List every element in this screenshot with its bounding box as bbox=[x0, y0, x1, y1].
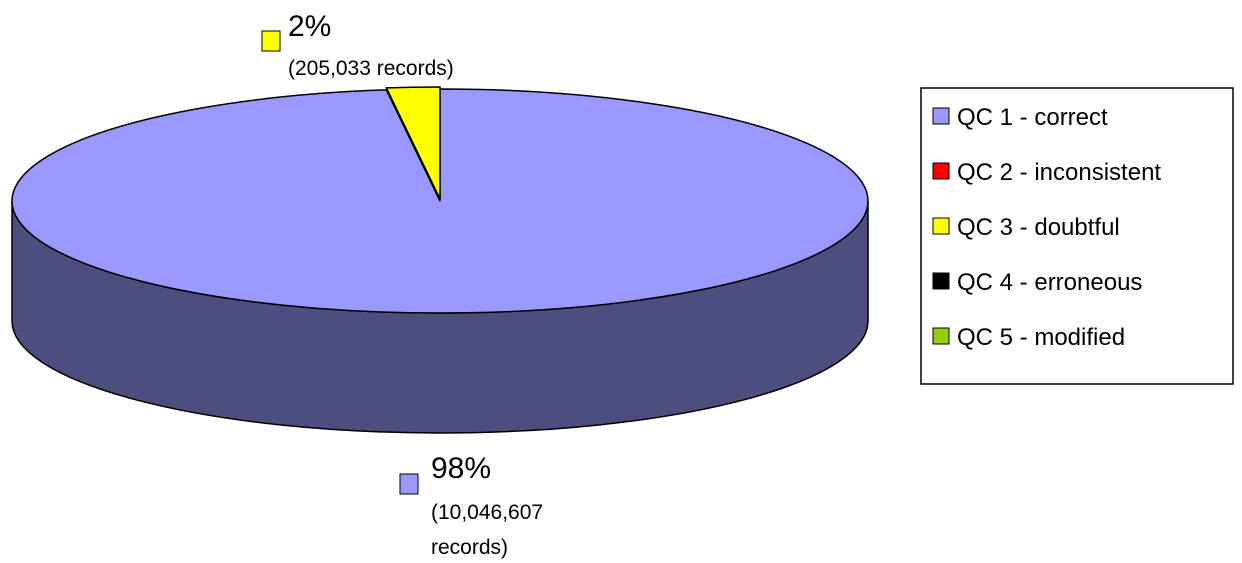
data-label-qc1-percent: 98% bbox=[431, 452, 491, 485]
data-label-qc1-records-line2: records) bbox=[431, 536, 508, 559]
data-label-qc1-records-line1: (10,046,607 bbox=[431, 501, 543, 524]
legend-swatch-qc4 bbox=[932, 272, 950, 290]
data-label-qc3-records: (205,033 records) bbox=[288, 57, 454, 80]
legend-swatch-qc1 bbox=[932, 107, 950, 125]
legend-swatch-qc5 bbox=[932, 327, 950, 345]
pie-slice-qc3-doubtful bbox=[385, 86, 441, 200]
legend-label-qc4: QC 4 - erroneous bbox=[957, 269, 1142, 296]
legend-label-qc1: QC 1 - correct bbox=[957, 104, 1108, 131]
legend-label-qc2: QC 2 - inconsistent bbox=[957, 159, 1161, 186]
legend-box bbox=[920, 87, 1234, 385]
legend-label-qc5: QC 5 - modified bbox=[957, 324, 1125, 351]
pie-slice-qc1-correct bbox=[11, 88, 869, 314]
label-marker-qc3 bbox=[261, 30, 281, 52]
legend-label-qc3: QC 3 - doubtful bbox=[957, 214, 1120, 241]
data-label-qc3-percent: 2% bbox=[288, 10, 331, 43]
label-marker-qc1 bbox=[399, 473, 419, 495]
legend-swatch-qc2 bbox=[932, 162, 950, 180]
legend-swatch-qc3 bbox=[932, 217, 950, 235]
legend: QC 1 - correct QC 2 - inconsistent QC 3 - … bbox=[920, 87, 1234, 385]
